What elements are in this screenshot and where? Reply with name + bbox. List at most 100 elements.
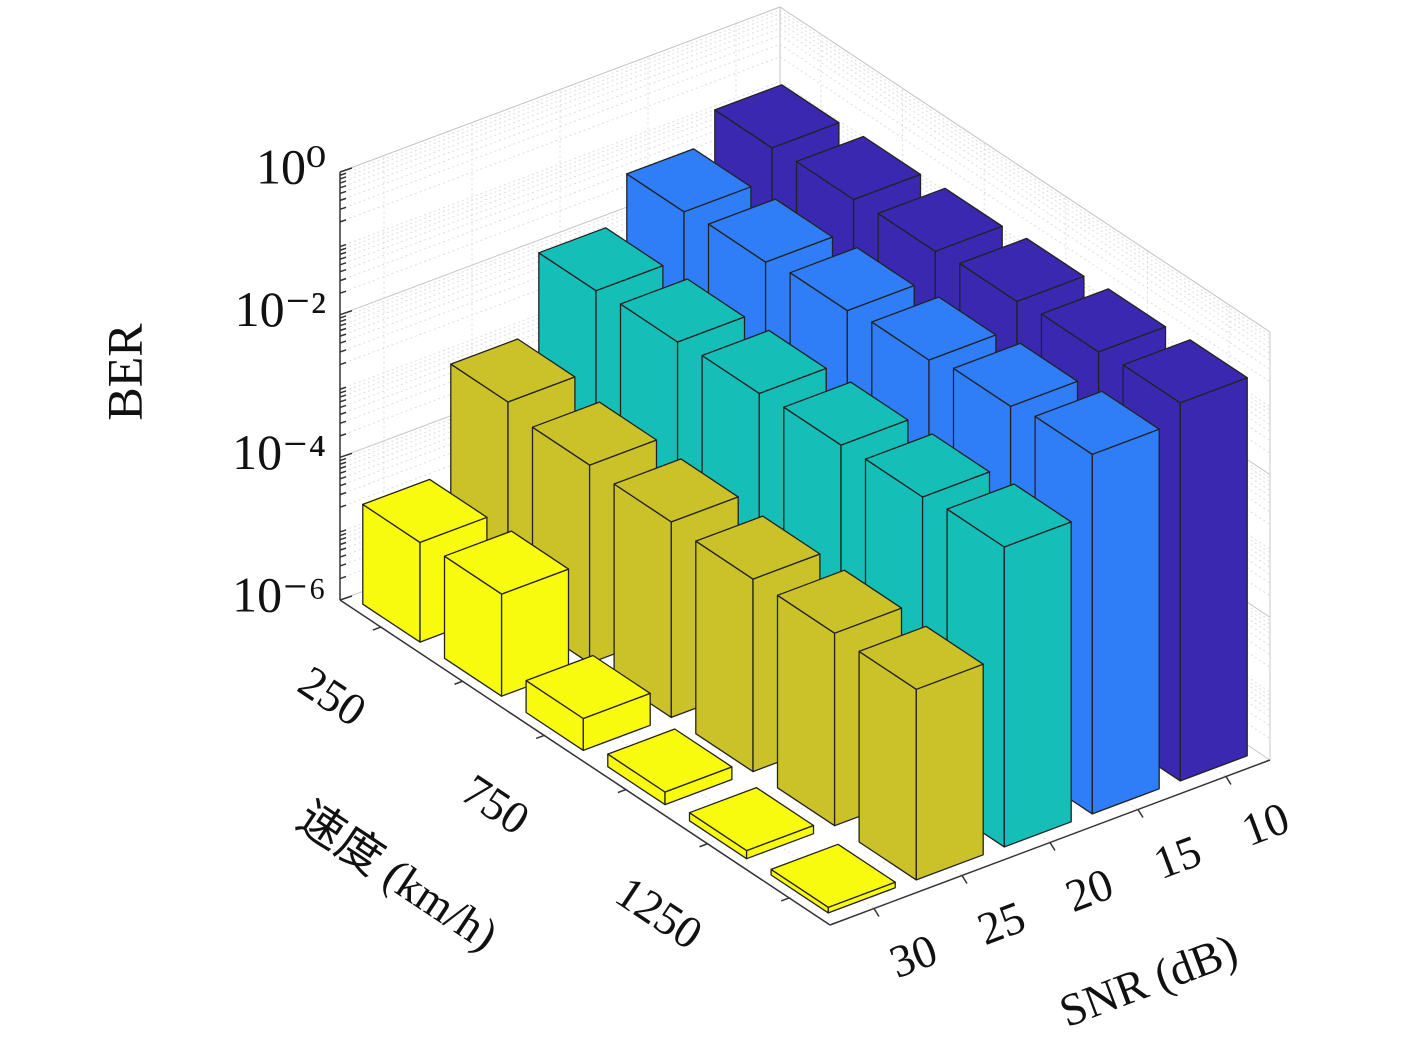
- bar-top-face: [701, 329, 827, 395]
- bar-top-face: [789, 246, 915, 312]
- bar-side-face: [1003, 521, 1072, 848]
- minor-grid-line: [339, 9, 781, 176]
- y-tick: [961, 875, 968, 884]
- box-edge: [779, 6, 1271, 333]
- x-tick: [699, 843, 708, 848]
- z-minor-tick: [339, 537, 347, 541]
- minor-grid-line: [339, 106, 781, 273]
- z-minor-tick: [339, 340, 347, 344]
- y-tick-label: 15: [1147, 825, 1208, 889]
- z-minor-tick: [339, 433, 347, 437]
- y-tick: [1049, 842, 1056, 851]
- z-minor-tick: [339, 483, 347, 487]
- minor-grid-line: [339, 93, 781, 260]
- z-axis-label: BER: [96, 323, 152, 421]
- z-minor-tick: [339, 185, 347, 189]
- bar-top-face: [858, 625, 984, 690]
- z-minor-tick: [339, 575, 347, 580]
- bar-top-face: [619, 278, 746, 343]
- z-minor-tick: [339, 504, 347, 508]
- z-minor-tick: [339, 465, 347, 470]
- bar-top-face: [1122, 339, 1248, 404]
- z-minor-tick: [339, 547, 347, 551]
- bar-top-face: [525, 654, 651, 720]
- y-tick-label: 20: [1059, 858, 1120, 922]
- z-minor-tick: [339, 470, 347, 474]
- z-minor-tick: [339, 327, 347, 332]
- z-tick: [339, 595, 353, 601]
- y-tick: [1225, 776, 1232, 785]
- y-tick: [873, 908, 880, 917]
- z-minor-tick: [339, 390, 347, 394]
- minor-grid-line: [339, 56, 781, 223]
- z-minor-tick: [339, 247, 347, 251]
- bar-top-face: [688, 786, 815, 852]
- x-tick: [617, 788, 627, 794]
- z-minor-tick: [339, 206, 347, 211]
- bar-front-face: [776, 594, 836, 827]
- minor-grid-line: [339, 22, 781, 189]
- minor-grid-line: [339, 84, 781, 251]
- z-minor-tick: [339, 563, 347, 567]
- z-minor-tick: [339, 197, 347, 202]
- z-tick-label: 10⁰: [256, 138, 326, 194]
- z-minor-tick: [339, 532, 347, 537]
- z-minor-tick: [339, 541, 347, 546]
- z-minor-tick: [339, 361, 347, 366]
- minor-grid-line: [339, 81, 781, 248]
- z-minor-tick: [339, 315, 347, 319]
- minor-grid-line: [339, 28, 781, 194]
- z-minor-tick: [339, 386, 347, 390]
- bar-top-face: [783, 381, 909, 446]
- bar-top-face: [362, 478, 488, 544]
- bar-top-face: [450, 338, 576, 403]
- bar-top-face: [959, 237, 1085, 303]
- z-minor-tick: [339, 256, 347, 260]
- bar-side-face: [1179, 377, 1248, 782]
- z-minor-tick: [339, 318, 347, 323]
- x-tick: [372, 626, 382, 631]
- bar-top-face: [695, 515, 821, 580]
- z-minor-tick: [339, 277, 347, 282]
- bar-top-face: [871, 296, 997, 361]
- minor-grid-line: [339, 17, 781, 184]
- z-minor-tick: [339, 172, 347, 176]
- bar-top-face: [607, 728, 733, 793]
- minor-grid-line: [339, 88, 781, 255]
- z-minor-tick: [339, 219, 347, 223]
- x-tick: [454, 680, 463, 685]
- z-tick-label: 10⁻⁶: [232, 566, 326, 622]
- z-minor-tick: [339, 349, 347, 353]
- x-tick-label: 1250: [607, 866, 712, 959]
- z-minor-tick: [339, 190, 347, 195]
- z-tick-label: 10⁻⁴: [232, 424, 326, 480]
- y-axis-label: SNR (dB): [1053, 924, 1244, 1037]
- minor-grid-line: [339, 43, 781, 210]
- bar-top-face: [707, 198, 834, 263]
- z-tick: [339, 167, 353, 173]
- z-minor-tick: [339, 333, 347, 337]
- z-tick-label: 10⁻²: [235, 281, 326, 337]
- bar-top-face: [538, 227, 664, 292]
- bar-top-face: [952, 342, 1079, 407]
- bar-top-face: [776, 569, 903, 634]
- minor-grid-line: [339, 99, 781, 266]
- z-minor-tick: [339, 290, 347, 294]
- z-minor-tick: [339, 243, 347, 248]
- bar-top-face: [1034, 390, 1160, 455]
- box-edge: [339, 6, 781, 173]
- bar-front-face: [858, 650, 917, 881]
- minor-grid-line: [339, 115, 781, 282]
- x-tick: [780, 897, 790, 902]
- minor-grid-line: [339, 13, 781, 180]
- z-minor-tick: [339, 176, 347, 180]
- z-minor-tick: [339, 420, 347, 425]
- z-minor-tick: [339, 399, 347, 403]
- bar-top-face: [531, 401, 658, 466]
- z-minor-tick: [339, 529, 347, 533]
- bar-top-face: [795, 135, 922, 201]
- z-minor-tick: [339, 251, 347, 256]
- z-minor-tick: [339, 269, 347, 273]
- z-minor-tick: [339, 404, 347, 409]
